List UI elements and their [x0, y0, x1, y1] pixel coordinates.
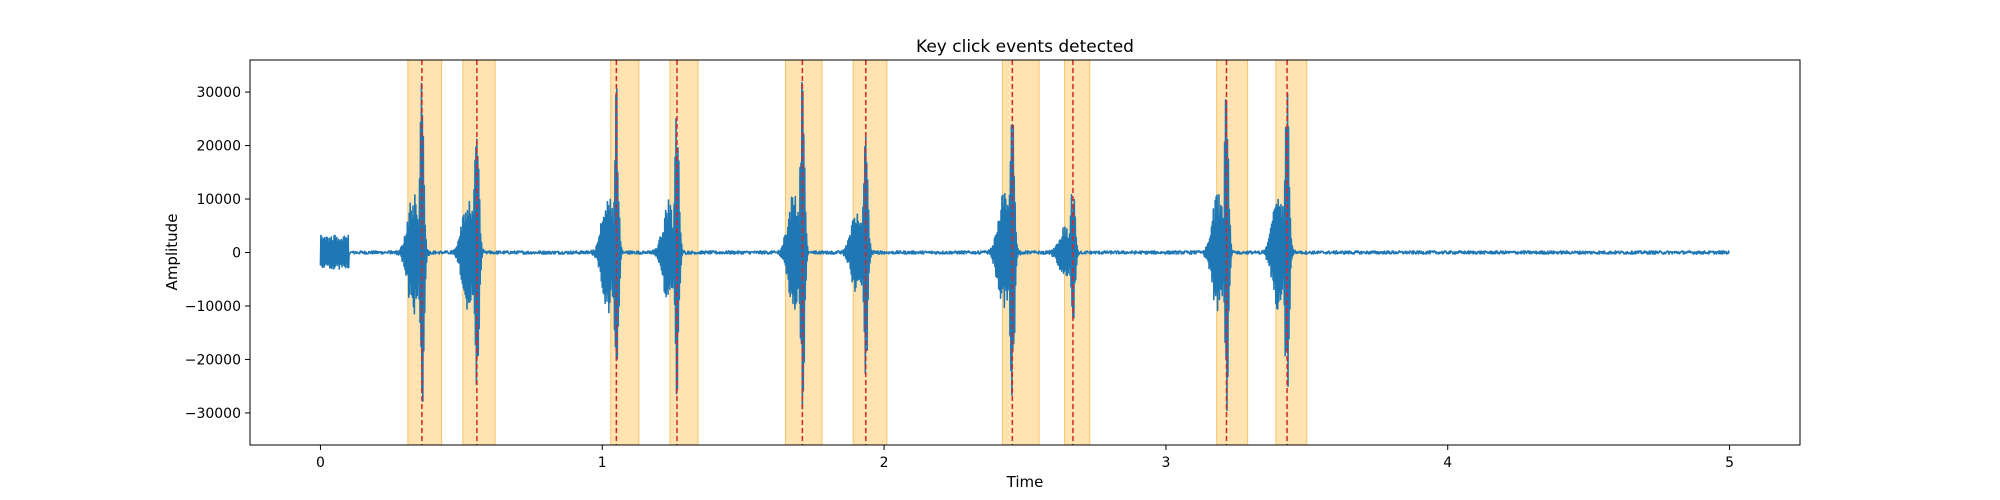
y-tick-label: 20000 [196, 139, 241, 155]
x-axis-label: Time [1006, 473, 1044, 491]
x-axis-ticks: 0 1 2 3 4 5 [316, 445, 1734, 471]
y-tick-label: 0 [232, 246, 241, 262]
y-tick-label: −10000 [185, 299, 241, 315]
y-tick-label: −30000 [185, 406, 241, 422]
y-axis-label: Amplitude [163, 214, 181, 291]
x-tick-label: 5 [1725, 455, 1734, 471]
y-tick-label: 10000 [196, 192, 241, 208]
chart-title: Key click events detected [916, 37, 1134, 57]
y-axis-ticks: −30000 −20000 −10000 0 10000 20000 30000 [185, 85, 250, 422]
x-tick-label: 4 [1443, 455, 1452, 471]
y-tick-label: −20000 [185, 352, 241, 368]
x-tick-label: 0 [316, 455, 325, 471]
y-tick-label: 30000 [196, 85, 241, 101]
signal-layer [319, 81, 1730, 412]
x-tick-label: 1 [598, 455, 607, 471]
event-markers [421, 60, 1288, 445]
signal-line [319, 81, 1730, 412]
x-tick-label: 3 [1161, 455, 1170, 471]
x-tick-label: 2 [880, 455, 889, 471]
